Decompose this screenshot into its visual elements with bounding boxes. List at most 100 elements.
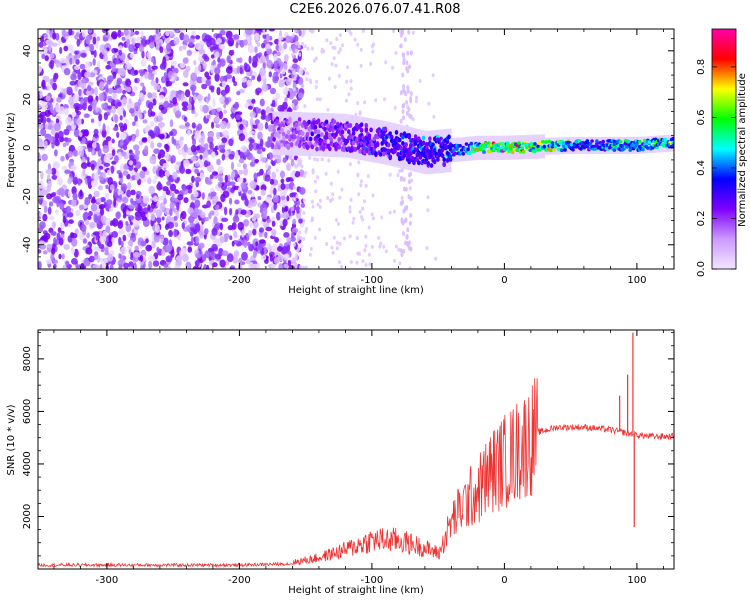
noise-blob (135, 121, 139, 127)
noise-blob (248, 55, 252, 64)
noise-blob (173, 215, 178, 221)
noise-blob (102, 123, 106, 132)
noise-blob (340, 187, 344, 192)
ridge-mark (561, 141, 566, 145)
noise-blob (150, 141, 155, 149)
noise-blob (310, 199, 314, 204)
noise-blob (132, 158, 137, 166)
noise-blob (145, 238, 149, 244)
chart-title: C2E6.2026.076.07.41.R08 (289, 2, 461, 17)
noise-blob (265, 226, 273, 232)
noise-blob (241, 77, 247, 83)
noise-blob (371, 193, 375, 198)
ridge-mark (308, 136, 313, 142)
noise-blob (40, 128, 47, 137)
colorbar-tick-label: 0.6 (696, 109, 707, 125)
noise-blob (364, 183, 368, 188)
noise-blob (263, 246, 267, 255)
ridge-mark (288, 116, 292, 122)
streak-blob (402, 87, 406, 93)
noise-blob (99, 236, 107, 244)
ridge-mark (413, 134, 418, 140)
noise-blob (278, 61, 285, 67)
noise-blob (270, 159, 274, 165)
noise-blob (185, 225, 191, 232)
noise-blob (292, 242, 296, 247)
ridge-mark (429, 163, 434, 168)
noise-blob (262, 207, 268, 217)
ridge-mark (297, 117, 302, 122)
noise-blob (125, 78, 132, 87)
noise-blob (282, 211, 290, 220)
noise-blob (224, 97, 230, 106)
noise-blob (152, 98, 157, 106)
noise-blob (299, 265, 303, 269)
noise-blob (135, 161, 142, 170)
noise-blob (183, 159, 190, 168)
streak-blob (407, 106, 411, 112)
noise-blob (234, 151, 239, 160)
noise-blob (142, 119, 148, 124)
noise-blob (248, 130, 256, 135)
noise-blob (291, 63, 298, 69)
noise-blob (115, 87, 123, 94)
noise-blob (202, 104, 209, 114)
noise-blob (110, 165, 115, 174)
noise-blob (364, 263, 368, 267)
noise-blob (270, 87, 276, 95)
noise-blob (251, 98, 256, 104)
noise-blob (228, 138, 234, 147)
noise-blob (318, 205, 322, 210)
noise-blob (79, 204, 84, 211)
noise-blob (272, 75, 279, 84)
noise-blob (45, 169, 53, 175)
noise-blob (260, 109, 266, 116)
noise-blob (260, 189, 266, 196)
noise-blob (267, 218, 272, 223)
noise-blob (130, 200, 138, 205)
ridge-halo (308, 112, 311, 157)
noise-blob (127, 135, 133, 141)
noise-blob (278, 263, 283, 269)
ridge-mark (464, 142, 469, 146)
noise-blob (116, 101, 122, 107)
noise-blob (87, 175, 91, 185)
streak-blob (402, 248, 406, 254)
noise-blob (191, 30, 196, 36)
streak-blob (407, 172, 411, 178)
noise-blob (46, 83, 52, 91)
ridge-mark (350, 145, 354, 151)
noise-blob (236, 65, 240, 74)
noise-blob (347, 92, 351, 97)
noise-blob (331, 250, 335, 255)
noise-blob (235, 42, 239, 49)
noise-blob (100, 215, 107, 223)
noise-blob (238, 133, 246, 142)
noise-blob (108, 234, 112, 244)
noise-blob (93, 190, 100, 198)
noise-blob (352, 216, 356, 221)
noise-blob (185, 168, 192, 174)
noise-blob (314, 56, 318, 61)
noise-blob (219, 120, 227, 130)
noise-blob (120, 138, 124, 147)
noise-blob (201, 76, 208, 83)
ridge-mark (425, 142, 429, 147)
noise-blob (206, 264, 210, 269)
noise-blob (359, 183, 363, 188)
noise-blob (415, 95, 418, 100)
noise-blob (175, 29, 180, 34)
noise-blob (240, 145, 248, 153)
noise-blob (69, 57, 73, 65)
noise-blob (211, 243, 218, 251)
noise-blob (67, 138, 72, 143)
noise-blob (256, 243, 263, 251)
noise-blob (137, 205, 143, 214)
noise-blob (218, 110, 223, 120)
noise-blob (112, 127, 119, 131)
noise-blob (244, 198, 249, 207)
noise-blob (199, 154, 203, 160)
noise-blob (163, 197, 167, 205)
noise-blob (126, 102, 131, 111)
